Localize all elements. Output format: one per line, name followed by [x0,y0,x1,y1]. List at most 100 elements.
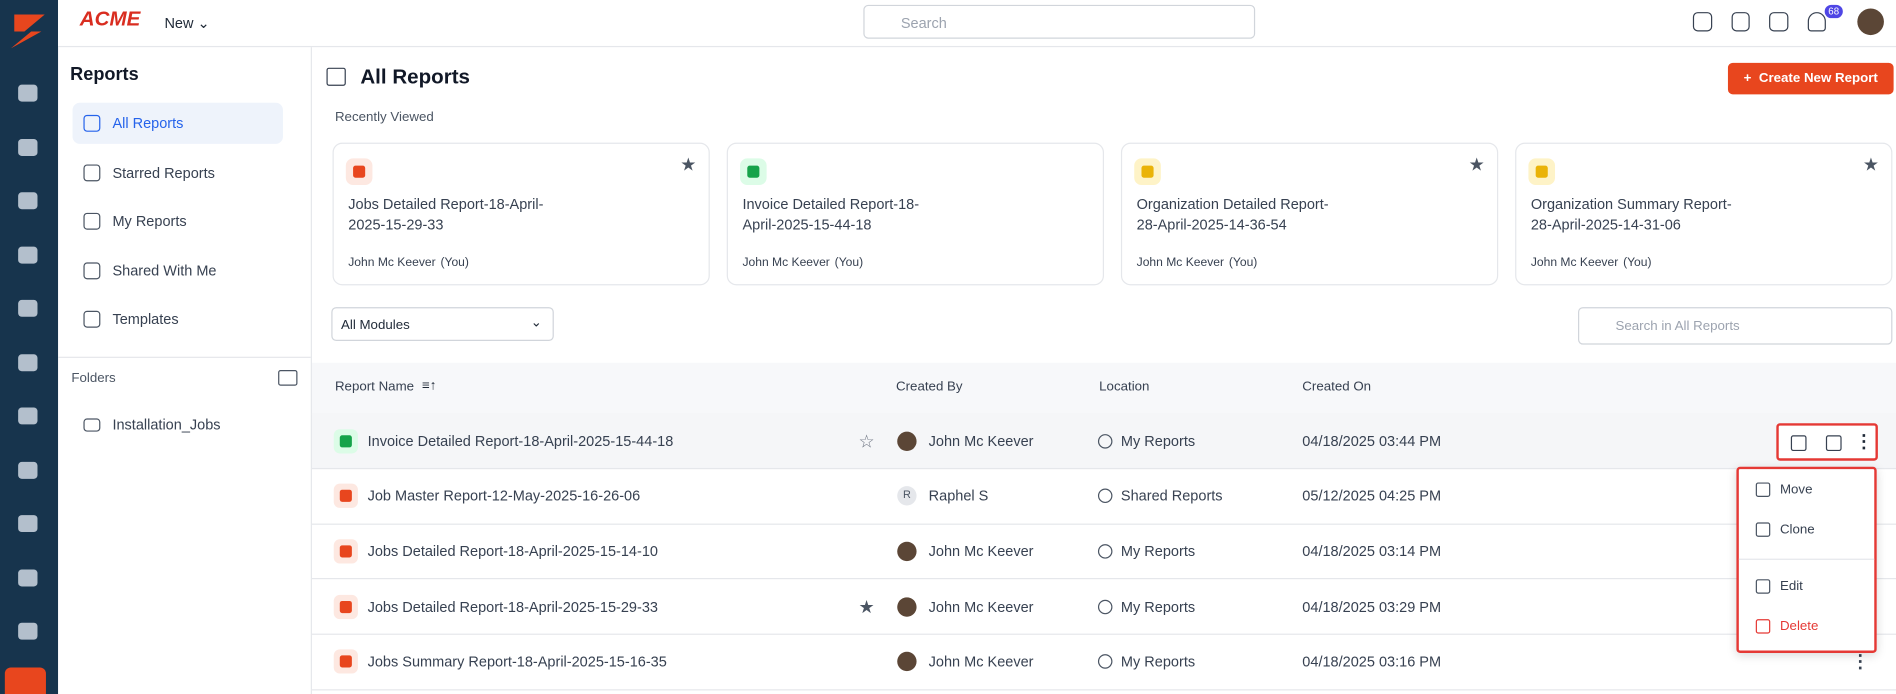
rail-icon[interactable] [18,353,38,371]
location-icon [1097,488,1113,504]
card-star[interactable]: ★ [1862,154,1880,176]
location: My Reports [1120,542,1196,560]
chat-icon[interactable] [1769,12,1788,32]
top-bar: ACME New ⌄ Search 68 [58,0,1896,48]
created-on: 04/18/2025 03:44 PM [1302,432,1442,450]
location: My Reports [1120,598,1196,615]
report-icon-glyph [339,655,352,668]
menu-label: Delete [1779,619,1819,634]
rail-icon[interactable] [18,84,38,102]
create-button[interactable]: + Create New Report [1727,62,1894,95]
brand-icon[interactable] [10,14,45,49]
report-icon-glyph [339,545,352,558]
menu-label: Move [1779,482,1813,497]
nav-label: Templates [112,310,179,328]
menu-icon [1755,579,1771,594]
new-label: New [164,14,194,32]
avatar-initial: R [902,488,911,501]
card-author-name: John Mc Keever [348,256,436,270]
menu-item[interactable]: Edit [1755,579,1803,594]
card-author: John Mc Keever (You) [1531,256,1652,269]
recent-title: Recently Viewed [334,110,434,125]
creator-avatar [897,652,917,672]
nav-item[interactable]: All Reports [72,102,283,144]
sidebar: Reports Folders All Reports Starred Repor… [58,47,312,694]
report-name[interactable]: Invoice Detailed Report-18-April-2025-15… [367,432,674,450]
created-on: 04/18/2025 03:16 PM [1302,653,1442,671]
menu-item[interactable]: Move [1755,482,1813,497]
rail-icon[interactable] [18,246,38,264]
column-header[interactable]: Report Name [334,379,415,395]
search-placeholder: Search [900,14,947,32]
rail-icon[interactable] [18,515,38,533]
row-star[interactable]: ☆ [858,431,875,452]
card-badge [1134,158,1161,186]
card-you: (You) [1623,256,1652,270]
sort-icon[interactable]: ≡↑ [422,378,437,393]
rail-icon[interactable] [18,138,38,156]
card-star[interactable]: ★ [680,154,697,176]
table-row[interactable]: Invoice Detailed Report-18-April-2025-15… [311,413,1896,470]
report-name[interactable]: Jobs Detailed Report-18-April-2025-15-14… [367,542,658,560]
report-name[interactable]: Jobs Detailed Report-18-April-2025-15-29… [367,598,658,615]
card-author: John Mc Keever (You) [1137,256,1258,269]
search-box[interactable]: Search [863,4,1256,39]
location: Shared Reports [1120,487,1223,505]
nav-item[interactable]: Templates [73,299,283,340]
rail-icon[interactable] [18,407,38,425]
menu-label: Edit [1779,579,1803,594]
more-button[interactable]: ⋮ [1854,431,1874,453]
table-row[interactable]: Jobs Detailed Report-18-April-2025-15-29… [311,579,1896,635]
nav-item[interactable]: My Reports [73,201,283,242]
card-star[interactable]: ★ [1468,154,1485,176]
recent-card[interactable]: Jobs Detailed Report-18-April-2025-15-29… [332,142,710,286]
report-name[interactable]: Job Master Report-12-May-2025-16-26-06 [367,487,641,505]
folder-item[interactable]: Installation_Jobs [73,404,283,445]
report-name[interactable]: Jobs Summary Report-18-April-2025-15-16-… [367,653,667,671]
new-button[interactable]: New ⌄ [164,14,210,32]
report-icon [333,539,358,564]
nav-item[interactable]: Shared With Me [73,250,283,291]
module-filter[interactable]: All Modules ⌄ [331,307,554,341]
nav-icon [83,212,101,230]
rail-icon[interactable] [18,299,38,317]
table-row[interactable]: Job Master Report-12-May-2025-16-26-06 R R… [311,469,1896,525]
creator-name: Raphel S [928,487,989,505]
nav-icon [83,163,101,181]
bell-icon[interactable] [1807,12,1826,32]
create-label: Create New Report [1758,71,1878,86]
row-star[interactable]: ★ [858,596,875,618]
report-search[interactable]: Search in All Reports [1578,307,1893,345]
rail-icon[interactable] [18,192,38,210]
column-header: Location [1099,379,1150,395]
divider [58,356,311,358]
creator-avatar [897,596,917,617]
menu-item[interactable]: Clone [1755,522,1815,537]
rail-active[interactable] [4,667,46,694]
table-row[interactable]: Jobs Summary Report-18-April-2025-15-16-… [311,635,1896,691]
menu-item[interactable]: Delete [1755,619,1819,634]
schedule-button[interactable] [1825,435,1842,452]
created-on: 04/18/2025 03:14 PM [1302,542,1442,560]
user-avatar[interactable] [1857,8,1884,36]
rail-icon[interactable] [18,622,38,640]
nav-item[interactable]: Starred Reports [73,152,283,193]
phone-icon[interactable] [1692,12,1712,32]
logo: ACME [79,7,141,31]
recent-card[interactable]: Organization Detailed Report-28-April-20… [1120,142,1499,286]
report-icon [333,594,358,619]
report-icon [333,483,358,509]
announce-icon[interactable] [1730,12,1750,32]
add-folder-button[interactable] [278,370,298,386]
table-row[interactable]: Jobs Detailed Report-18-April-2025-15-14… [311,524,1896,580]
card-you: (You) [1228,256,1258,270]
notification-badge: 68 [1824,4,1843,19]
rail-icon[interactable] [18,461,38,479]
recent-card[interactable]: Organization Summary Report-28-April-202… [1515,142,1893,286]
card-name: Organization Summary Report-28-April-202… [1530,195,1732,234]
share-button[interactable] [1790,435,1807,452]
more-button[interactable]: ⋮ [1851,652,1870,673]
rail-icon[interactable] [18,568,38,586]
recent-card[interactable]: Invoice Detailed Report-18-April-2025-15… [726,142,1104,286]
